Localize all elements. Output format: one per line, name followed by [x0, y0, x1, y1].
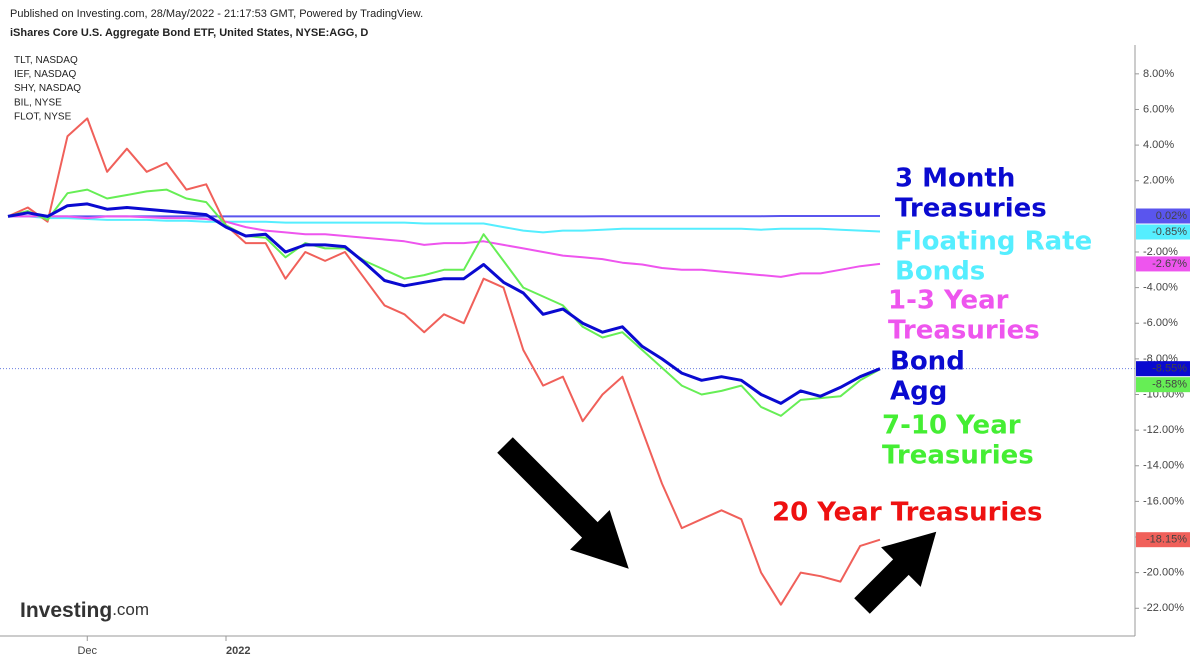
y-tick-label: 8.00% — [1143, 68, 1174, 80]
series-line — [8, 215, 881, 278]
y-tick-label: 2.00% — [1143, 175, 1174, 187]
series-line — [7, 117, 881, 606]
last-value-badge: -0.85% — [1136, 224, 1190, 240]
badge-label: -18.15% — [1146, 534, 1187, 546]
annotation: Treasuries — [888, 316, 1040, 346]
watermark: Investing.com — [20, 599, 149, 622]
legend-entry: SHY, NASDAQ — [14, 83, 81, 94]
legend-entry: TLT, NASDAQ — [14, 55, 78, 66]
last-value-badge: -8.55% — [1136, 361, 1190, 377]
annotation: Bonds — [895, 257, 985, 287]
y-tick-label: -2.00% — [1143, 246, 1178, 258]
watermark-domain: .com — [112, 600, 149, 619]
series-line — [7, 188, 881, 417]
badge-bg — [1136, 208, 1190, 224]
up-arrow — [854, 531, 937, 614]
y-tick-label: 6.00% — [1143, 103, 1174, 115]
last-value-badge: -18.15% — [1136, 532, 1190, 548]
chart-title: iShares Core U.S. Aggregate Bond ETF, Un… — [10, 27, 368, 39]
badge-bg — [1136, 361, 1190, 377]
arrows — [497, 437, 937, 614]
x-tick-label: 2022 — [226, 645, 250, 657]
last-value-badge: -2.67% — [1136, 256, 1190, 272]
series-line — [8, 215, 881, 234]
badge-label: 0.02% — [1156, 210, 1187, 222]
legend-entry: IEF, NASDAQ — [14, 69, 76, 80]
badge-bg — [1136, 224, 1190, 240]
annotation: Floating Rate — [895, 227, 1092, 257]
annotation: Agg — [890, 377, 947, 407]
badge-bg — [1136, 256, 1190, 272]
badge-label: -8.58% — [1152, 379, 1187, 391]
badge-bg — [1136, 377, 1190, 393]
down-arrow — [497, 437, 629, 569]
y-tick-label: -14.00% — [1143, 460, 1184, 472]
badge-label: -8.55% — [1152, 363, 1187, 375]
annotation: 7-10 Year — [882, 411, 1021, 441]
badge-bg — [1136, 532, 1190, 548]
caption: Published on Investing.com, 28/May/2022 … — [10, 8, 423, 20]
y-tick-label: -22.00% — [1143, 602, 1184, 614]
legend-entry: FLOT, NYSE — [14, 112, 72, 123]
y-tick-label: -6.00% — [1143, 317, 1178, 329]
last-value-badge: 0.02% — [1136, 208, 1190, 224]
annotation: Treasuries — [882, 441, 1034, 471]
series-line — [7, 202, 881, 405]
annotation: 20 Year Treasuries — [772, 498, 1042, 528]
y-tick-label: -20.00% — [1143, 567, 1184, 579]
badge-label: -0.85% — [1152, 226, 1187, 238]
watermark-brand: Investing — [20, 599, 112, 622]
annotation: 1-3 Year — [888, 286, 1009, 316]
annotation: 3 Month — [895, 164, 1015, 194]
last-value-badge: -8.58% — [1136, 377, 1190, 393]
x-tick-label: Dec — [77, 645, 97, 657]
badge-label: -2.67% — [1152, 258, 1187, 270]
y-tick-label: 4.00% — [1143, 139, 1174, 151]
y-tick-label: -4.00% — [1143, 282, 1178, 294]
legend-entry: BIL, NYSE — [14, 97, 62, 108]
y-tick-label: -16.00% — [1143, 495, 1184, 507]
annotation: Treasuries — [895, 194, 1047, 224]
y-tick-label: -12.00% — [1143, 424, 1184, 436]
annotation: Bond — [890, 347, 965, 377]
